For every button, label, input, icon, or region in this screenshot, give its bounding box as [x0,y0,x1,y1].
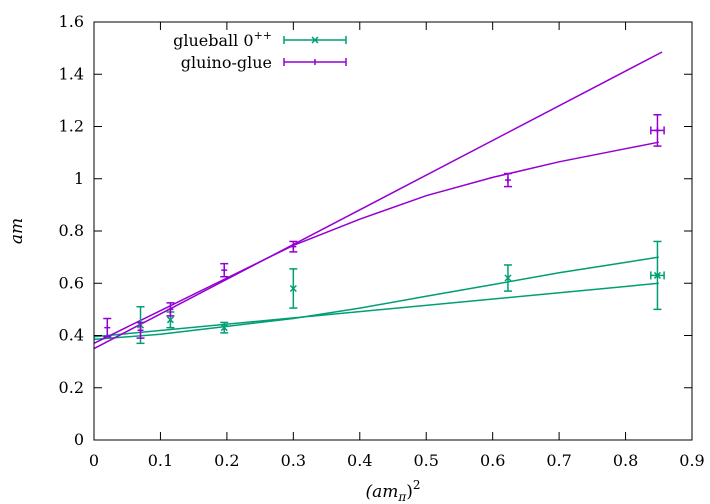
y-tick-label: 0.6 [59,273,84,292]
axis-ticks: 0 0.1 0.2 0.3 0.4 0.5 0.6 0.7 0.8 0.9 0 0.2 0.4 0.6 0.… [59,12,705,470]
data-point-glueball [650,240,665,311]
data-point-gluino-glue [289,240,298,253]
fit-lines [93,51,663,350]
x-tick-label: 0.2 [214,451,239,470]
marker-x [166,316,174,324]
data-point-gluino-glue [650,113,665,147]
x-axis-title: (amπ)2 [365,478,420,504]
y-tick-label: 0 [74,430,84,449]
data-point-gluino-glue [136,321,145,339]
y-tick-label: 0.2 [59,378,84,397]
data-point-gluino-glue [503,172,512,188]
marker-x [653,271,661,279]
y-axis-title: am [7,218,27,244]
y-tick-label: 1 [74,169,84,188]
x-tick-label: 0.4 [347,451,372,470]
x-tick-label: 0.1 [148,451,173,470]
marker-x [504,274,512,282]
x-tick-label: 0.7 [546,451,571,470]
x-tick-label: 0 [89,451,99,470]
legend-sample-glueball [283,36,347,44]
x-tick-label: 0.9 [679,451,704,470]
data-point-gluino-glue [103,317,112,338]
x-tick-label: 0.5 [413,451,438,470]
legend-label-gluino-glue: gluino-glue [181,53,272,72]
x-tick-label: 0.6 [480,451,505,470]
marker-x [220,324,228,332]
y-tick-label: 1.2 [59,117,84,136]
y-tick-label: 1.4 [59,64,84,83]
fit-line-gluino-glue [93,141,659,344]
fit-line-glueball [93,256,659,341]
y-tick-label: 0.4 [59,326,84,345]
data-point-glueball [503,264,512,292]
data-point-glueball [289,268,298,309]
fit-line-gluino-glue [93,51,663,350]
fit-line-glueball [93,282,659,338]
y-tick-label: 0.8 [59,221,84,240]
legend-sample-gluino-glue [283,58,347,66]
legend: glueball 0++ gluino-glue [173,29,347,72]
y-tick-label: 1.6 [59,12,84,31]
data-point-gluino-glue [220,262,229,278]
legend-marker-x [311,36,319,44]
plot-frame [93,21,693,441]
marker-x [289,284,297,293]
data-point-gluino-glue [166,302,175,317]
legend-label-glueball: glueball 0++ [173,29,272,50]
data-points [103,113,665,345]
data-point-glueball [220,321,229,334]
x-tick-label: 0.8 [613,451,638,470]
x-tick-label: 0.3 [281,451,306,470]
